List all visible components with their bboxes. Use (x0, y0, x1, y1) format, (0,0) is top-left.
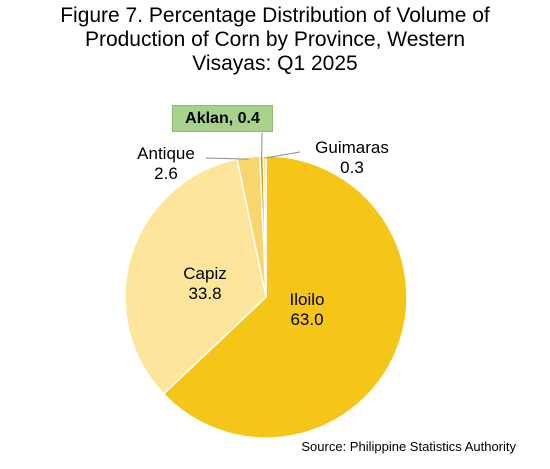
pie-slice-capiz (124, 158, 267, 395)
pie-slice-guimaras (262, 155, 267, 298)
leader-line-antique (205, 157, 249, 160)
title-line-1: Figure 7. Percentage Distribution of Vol… (60, 4, 490, 27)
label-iloilo-name: Iloilo (289, 290, 325, 309)
label-antique: Antique 2.6 (121, 144, 211, 184)
source-note: Source: Philippine Statistics Authority (301, 439, 516, 454)
title-line-3: Visayas: Q1 2025 (192, 52, 358, 75)
chart-title: Figure 7. Percentage Distribution of Vol… (0, 4, 550, 76)
label-antique-value: 2.6 (154, 164, 178, 183)
label-guimaras-name: Guimaras (315, 138, 389, 157)
label-iloilo: Iloilo 63.0 (272, 290, 342, 330)
label-antique-name: Antique (137, 144, 195, 163)
title-line-2: Production of Corn by Province, Western (84, 28, 466, 51)
label-capiz-name: Capiz (183, 264, 227, 283)
pie-slice-iloilo (162, 155, 408, 439)
label-aklan: Aklan, 0.4 (172, 105, 273, 132)
label-capiz-value: 33.8 (188, 284, 222, 303)
label-iloilo-value: 63.0 (290, 310, 324, 329)
label-guimaras-value: 0.3 (340, 158, 364, 177)
label-guimaras: Guimaras 0.3 (300, 138, 404, 178)
label-capiz: Capiz 33.8 (170, 264, 240, 304)
leader-line-guimaras (264, 151, 301, 159)
